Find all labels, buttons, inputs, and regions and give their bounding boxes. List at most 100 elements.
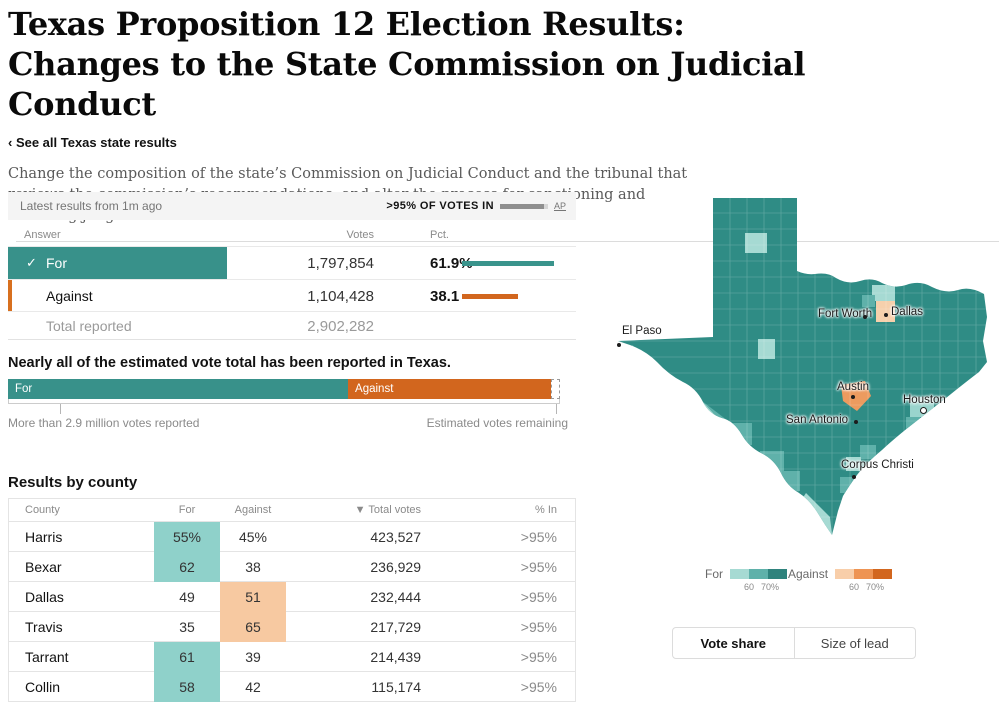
vote-estimate-section: Nearly all of the estimated vote total h… xyxy=(8,355,576,430)
county-results-table: County For Against ▼ Total votes % In Ha… xyxy=(8,498,576,702)
for-votes-value: 1,797,854 xyxy=(307,255,374,272)
answer-label-against: Against xyxy=(46,288,93,304)
total-votes-sort-header[interactable]: ▼ Total votes xyxy=(354,504,421,516)
estimate-notes: More than 2.9 million votes reported Est… xyxy=(8,416,568,430)
total-reported-label: Total reported xyxy=(46,318,132,334)
legend-against-label: Against xyxy=(788,567,829,581)
votes-column-header: Votes xyxy=(346,229,374,241)
against-pct-cell: 42 xyxy=(245,679,261,695)
remaining-tick xyxy=(556,404,557,414)
against-pct-value: 38.1 xyxy=(430,288,460,305)
pct-in-cell: >95% xyxy=(520,679,557,695)
size-of-lead-tab[interactable]: Size of lead xyxy=(820,635,889,651)
legend-tick-60: 60 xyxy=(743,582,755,592)
result-row-for: ✓ For 1,797,854 61.9% xyxy=(8,247,576,280)
total-votes-cell: 232,444 xyxy=(370,589,421,605)
map-legend: For 60 70% Against 60 70% xyxy=(610,567,995,599)
map-mode-toggle: Vote share Size of lead xyxy=(672,627,916,659)
votes-in-indicator: >95% OF VOTES IN AP xyxy=(386,200,566,212)
page-title: Texas Proposition 12 Election Results: C… xyxy=(8,5,806,123)
city-label-houston: Houston xyxy=(903,394,946,406)
total-votes-cell: 214,439 xyxy=(370,649,421,665)
legend-against-swatches: 60 70% xyxy=(835,569,893,595)
county-name: Dallas xyxy=(25,589,64,605)
reported-tick xyxy=(60,404,61,414)
against-pct-cell: 65 xyxy=(220,612,286,642)
against-pct-cell: 45% xyxy=(238,529,268,545)
estimate-bar: For Against xyxy=(8,379,560,399)
for-header: For xyxy=(178,504,196,516)
pct-in-cell: >95% xyxy=(520,649,557,665)
against-swatch-light xyxy=(835,569,855,579)
for-pct-cell: 35 xyxy=(179,619,195,635)
for-swatch-mid xyxy=(749,569,768,579)
against-pct-bar xyxy=(462,294,518,299)
city-label-dallas: Dallas xyxy=(891,306,923,318)
county-section-title: Results by county xyxy=(8,474,138,491)
results-panel: Latest results from 1m ago >95% OF VOTES… xyxy=(8,192,576,340)
city-dot-corpus-christi xyxy=(852,475,856,479)
votes-in-progressbar xyxy=(499,203,548,209)
estimate-bar-for-segment: For xyxy=(8,379,349,399)
legend-against-group: Against 60 70% xyxy=(788,567,893,595)
against-swatch-dark xyxy=(873,569,893,579)
city-dot-dallas xyxy=(884,313,888,317)
county-row-collin: Collin 58 42 115,174 >95% xyxy=(9,672,575,702)
estimate-headline: Nearly all of the estimated vote total h… xyxy=(8,355,451,371)
for-pct-cell: 49 xyxy=(179,589,195,605)
county-name: Collin xyxy=(25,679,61,695)
back-link[interactable]: ‹ See all Texas state results xyxy=(8,135,177,150)
for-swatch-light xyxy=(730,569,749,579)
texas-map-svg xyxy=(618,198,987,535)
total-reported-value: 2,902,282 xyxy=(307,318,374,335)
votes-remaining-note: Estimated votes remaining xyxy=(426,416,568,430)
county-name: Travis xyxy=(25,619,63,635)
texas-county-map[interactable]: El Paso Fort Worth Dallas Austin San Ant… xyxy=(610,195,995,540)
against-pct-cell: 39 xyxy=(245,649,261,665)
for-vote-share-bar xyxy=(8,247,227,279)
pct-in-cell: >95% xyxy=(520,559,557,575)
estimate-bar-against-segment: Against xyxy=(348,379,551,399)
results-topbar: Latest results from 1m ago >95% OF VOTES… xyxy=(8,192,576,220)
votes-reported-note: More than 2.9 million votes reported xyxy=(8,416,200,430)
for-pct-value: 61.9% xyxy=(430,255,473,272)
county-name: Bexar xyxy=(25,559,62,575)
pct-in-header: % In xyxy=(534,504,557,516)
for-pct-cell: 55% xyxy=(154,522,220,552)
city-label-san-antonio: San Antonio xyxy=(786,414,849,426)
ap-source-link[interactable]: AP xyxy=(553,201,566,211)
total-reported-row: Total reported 2,902,282 xyxy=(8,312,576,340)
county-row-harris: Harris 55% 45% 423,527 >95% xyxy=(9,522,575,552)
total-votes-cell: 236,929 xyxy=(370,559,421,575)
winner-check-icon: ✓ xyxy=(26,255,37,270)
for-pct-cell: 58 xyxy=(154,672,220,702)
county-name: Tarrant xyxy=(25,649,69,665)
county-table-header: County For Against ▼ Total votes % In xyxy=(9,499,575,522)
for-pct-cell: 62 xyxy=(154,552,220,582)
for-swatch-dark xyxy=(768,569,787,579)
legend-for-swatches: 60 70% xyxy=(730,569,787,595)
vote-share-tab[interactable]: Vote share xyxy=(700,635,766,651)
against-color-strip xyxy=(8,280,12,311)
city-label-el-paso: El Paso xyxy=(622,325,662,337)
estimate-bar-tray xyxy=(8,399,560,404)
city-ring-houston xyxy=(920,407,927,414)
for-pct-bar xyxy=(462,261,554,266)
divider xyxy=(16,241,999,242)
answer-label-for: For xyxy=(46,255,67,271)
against-pct-cell: 51 xyxy=(220,582,286,612)
total-votes-cell: 217,729 xyxy=(370,619,421,635)
for-pct-cell: 61 xyxy=(154,642,220,672)
pct-in-cell: >95% xyxy=(520,529,557,545)
county-name: Harris xyxy=(25,529,63,545)
city-label-austin: Austin xyxy=(837,381,869,393)
county-header: County xyxy=(25,504,60,516)
city-dot-austin xyxy=(851,395,855,399)
pct-in-cell: >95% xyxy=(520,589,557,605)
city-dot-san-antonio xyxy=(854,420,858,424)
county-row-bexar: Bexar 62 38 236,929 >95% xyxy=(9,552,575,582)
results-table-header: Answer Votes Pct. xyxy=(8,220,576,247)
estimate-bar-remaining-segment xyxy=(551,379,560,399)
legend-for-group: For 60 70% xyxy=(705,568,787,595)
city-label-corpus-christi: Corpus Christi xyxy=(841,459,914,471)
